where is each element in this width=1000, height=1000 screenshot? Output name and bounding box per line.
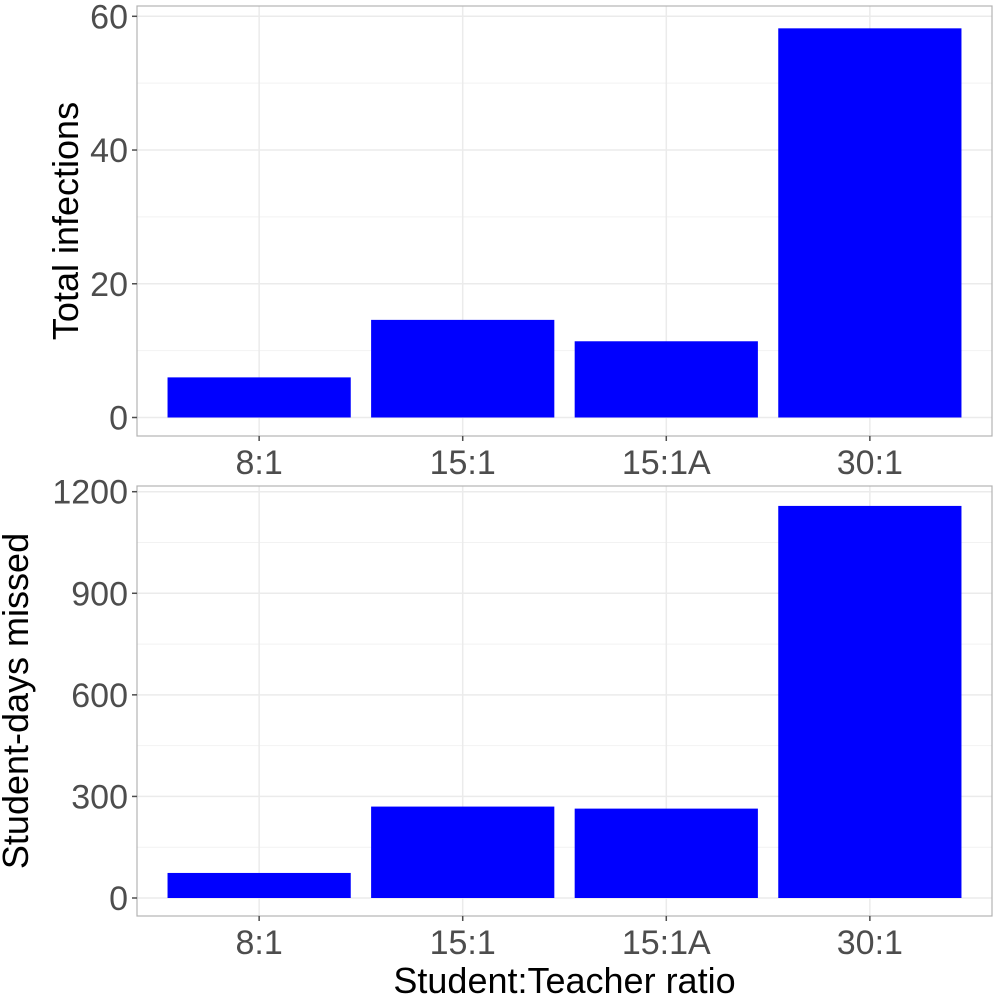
- bar-15:1A: [574, 341, 758, 418]
- x-tick-label: 15:1: [430, 924, 496, 962]
- x-tick-label: 30:1: [837, 444, 903, 482]
- y-axis-title: Total infections: [45, 102, 86, 340]
- x-tick-label: 8:1: [236, 924, 283, 962]
- x-axis-title: Student:Teacher ratio: [393, 960, 735, 1000]
- y-tick-label: 300: [71, 778, 128, 816]
- x-tick-label: 15:1: [430, 444, 496, 482]
- y-tick-label: 0: [109, 400, 128, 438]
- y-tick-label: 40: [90, 132, 128, 170]
- y-tick-label: 60: [90, 0, 128, 36]
- y-tick-label: 20: [90, 266, 128, 304]
- x-tick-label: 30:1: [837, 924, 903, 962]
- bar-15:1: [371, 806, 555, 898]
- panel-1: 0 20 40 60 8:1 15:1 15:1A 30:1 Total infections: [45, 0, 993, 482]
- y-tick-label: 0: [109, 880, 128, 918]
- bar-30:1: [778, 505, 962, 898]
- x-tick-label: 15:1A: [622, 924, 711, 962]
- bar-8:1: [167, 377, 351, 418]
- x-tick-label: 8:1: [236, 444, 283, 482]
- panel-border: [136, 485, 993, 917]
- y-tick-label: 1200: [52, 474, 128, 512]
- bar-15:1: [371, 319, 555, 418]
- bar-8:1: [167, 872, 351, 898]
- x-tick-label: 15:1A: [622, 444, 711, 482]
- bar-15:1A: [574, 808, 758, 898]
- panel-2: 0 300 600 900 1200 8:1 15:1 15:1A 30:1 Student-da…: [0, 474, 993, 1000]
- y-axis-title: Student-days missed: [0, 533, 36, 869]
- bar-30:1: [778, 28, 962, 418]
- y-tick-label: 600: [71, 677, 128, 715]
- y-tick-label: 900: [71, 575, 128, 613]
- panel-border: [136, 5, 993, 437]
